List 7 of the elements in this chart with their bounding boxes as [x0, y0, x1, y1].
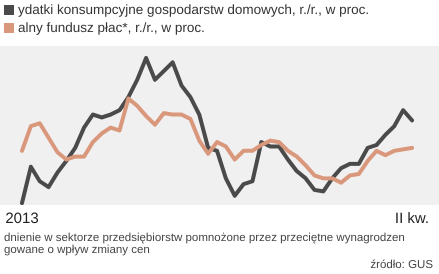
- text: dnienie w sektorze przedsiębiorstw pomnożone przez przeciętne wynagrodzen: [4, 232, 405, 244]
- legend-label: alny fundusz płac*, r./r., w proc.: [18, 20, 205, 35]
- x-tick-label: 2013: [5, 210, 39, 227]
- x-tick-label: II kw.: [394, 210, 430, 227]
- legend-label: ydatki konsumpcyjne gospodarstw domowych, r./r., w proc.: [18, 2, 370, 17]
- text: gowane o wpływ zmiany cen: [4, 244, 150, 256]
- text: źródło: GUS: [370, 259, 434, 271]
